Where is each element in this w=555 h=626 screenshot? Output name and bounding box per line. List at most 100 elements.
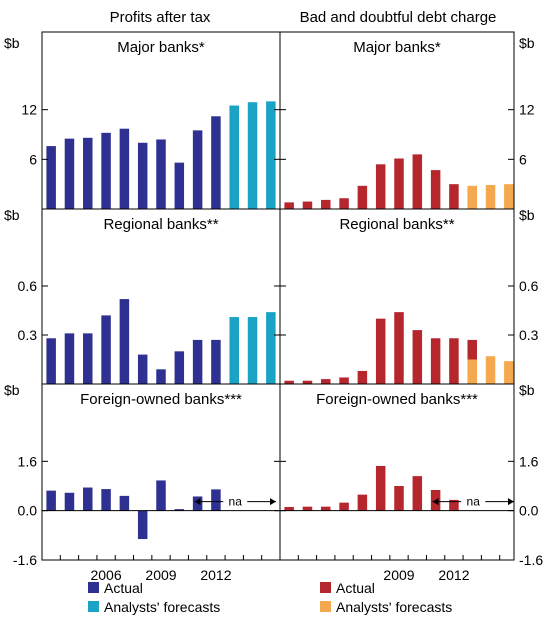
bar-right-actual-row2-2012 [449,338,459,384]
unit-label-left-1: $b [4,35,20,51]
legend-swatch-1 [88,582,99,593]
bar-right-actual-row1-2003 [284,202,294,209]
bar-right-actual-row3-2003 [284,506,294,511]
bar-right-actual-row2-2011 [430,338,441,384]
y-tick-label-right: 0.3 [519,327,539,343]
legend-swatch-4 [320,601,331,612]
bar-right-actual-row2-2008 [375,318,386,384]
y-tick-label-left: 12 [21,102,37,118]
bar-left-actual-row2-2009 [156,369,166,384]
bar-left-actual-row3-2008 [137,510,148,540]
y-tick-label-right: 1.6 [519,453,539,469]
bar-right-forecast-row1-2015 [504,184,514,209]
left-panel-title-3: Foreign-owned banks*** [80,391,242,408]
bar-right-actual-row1-2005 [321,199,331,209]
legend-swatch-2 [88,601,99,612]
bar-left-actual-row3-2004 [64,492,75,511]
x-tick-label-left-2009: 2009 [145,567,176,583]
bar-right-forecast-row2-2015 [504,361,514,384]
bar-right-actual-row2-2009 [394,312,404,384]
bar-right-actual-row2-2005 [321,379,331,384]
legend-label-3: Actual [336,580,375,596]
unit-label-left-3: $b [4,382,20,398]
axes: $b $b 6 6 12 12 $b $b 0.3 0.3 0.6 0.6 $b $b -1.6 -1.6 0.… [4,31,543,583]
right-panel-title-2: Regional banks** [339,216,454,233]
bar-right-forecast-row2-2014 [485,356,496,384]
bar-left-actual-row2-2005 [83,333,93,384]
bar-right-actual-row3-2012 [449,499,459,511]
y-tick-label-left: 1.6 [18,453,38,469]
bar-left-forecast-row1-2015 [266,101,276,209]
bar-right-forecast-row2-2013 [467,359,477,384]
bar-right-actual-row3-2006 [339,502,349,511]
bar-left-actual-row3-2011 [192,496,203,511]
bar-left-actual-row2-2004 [64,333,75,384]
y-tick-label-left: -1.6 [13,552,37,568]
bar-left-actual-row3-2005 [83,487,93,511]
bar-left-forecast-row2-2014 [247,317,258,384]
legend-swatch-3 [320,582,331,593]
bar-left-actual-row2-2007 [119,299,130,384]
y-tick-label-left: 0.6 [18,278,38,294]
legend-label-4: Analysts' forecasts [336,599,452,615]
bar-left-forecast-row2-2015 [266,312,276,384]
bar-left-forecast-row2-2013 [229,317,239,384]
na-arrow-head [194,498,201,506]
bar-right-actual-row2-2007 [357,370,368,384]
bar-left-actual-row1-2012 [211,116,221,209]
x-tick-label-right-2009: 2009 [383,567,414,583]
bar-right-actual-row3-2010 [412,476,423,511]
left-panel-title-2: Regional banks** [103,216,218,233]
bar-left-actual-row2-2006 [101,315,111,384]
bar-left-actual-row1-2004 [64,138,75,209]
right-panel-title-1: Major banks* [353,39,441,56]
bar-left-forecast-row1-2013 [229,105,239,209]
bar-left-actual-row1-2005 [83,137,93,209]
y-tick-label-right: -1.6 [519,552,543,568]
bar-left-actual-row1-2011 [192,130,203,209]
bar-right-actual-row3-2009 [394,486,404,511]
na-arrow-head [508,498,514,506]
plot-frame [41,31,515,561]
y-tick-label-right: 0.0 [519,503,539,519]
bar-right-actual-row3-2007 [357,494,368,511]
bar-right-actual-row3-2008 [375,465,386,511]
x-tick-label-right-2012: 2012 [438,567,469,583]
bar-left-actual-row1-2009 [156,139,166,209]
bar-right-actual-row1-2007 [357,185,368,209]
bar-right-actual-row1-2011 [430,170,441,209]
x-tick-label-left-2006: 2006 [90,567,121,583]
unit-label-right-1: $b [519,35,535,51]
y-tick-label-left: 6 [29,151,37,167]
bar-left-actual-row3-2007 [119,495,130,511]
bar-left-actual-row1-2006 [101,132,111,209]
bar-left-actual-row1-2003 [46,146,56,209]
bar-right-actual-row1-2009 [394,158,404,209]
bar-left-actual-row3-2006 [101,489,111,511]
bar-right-actual-row3-2004 [302,506,313,511]
bar-right-forecast-row1-2014 [485,184,496,209]
right-column-title: Bad and doubtful debt charge [300,9,497,26]
bar-right-actual-row2-2010 [412,330,423,384]
bar-left-actual-row3-2003 [46,490,56,511]
bar-right-actual-row3-2005 [321,506,331,511]
bar-right-actual-row2-2003 [284,380,294,384]
bar-left-forecast-row1-2014 [247,102,258,209]
panels: Major banks* Major banks* Regional banks**… [46,39,514,540]
bar-left-actual-row1-2007 [119,128,130,209]
bar-right-actual-row1-2006 [339,198,349,209]
y-tick-label-right: 0.6 [519,278,539,294]
bar-left-actual-row2-2011 [192,339,203,384]
bar-left-actual-row3-2010 [174,509,185,511]
bar-right-forecast-row1-2013 [467,185,477,209]
na-arrow-head [432,498,439,506]
bar-left-actual-row3-2012 [211,489,221,511]
bar-right-actual-row1-2004 [302,201,313,209]
bar-right-actual-row2-2004 [302,380,313,384]
unit-label-left-2: $b [4,207,20,223]
legend: Actual Analysts' forecasts Actual Analysts'… [88,580,452,615]
bar-left-actual-row3-2009 [156,480,166,511]
unit-label-right-3: $b [519,382,535,398]
bar-right-actual-row1-2008 [375,164,386,209]
